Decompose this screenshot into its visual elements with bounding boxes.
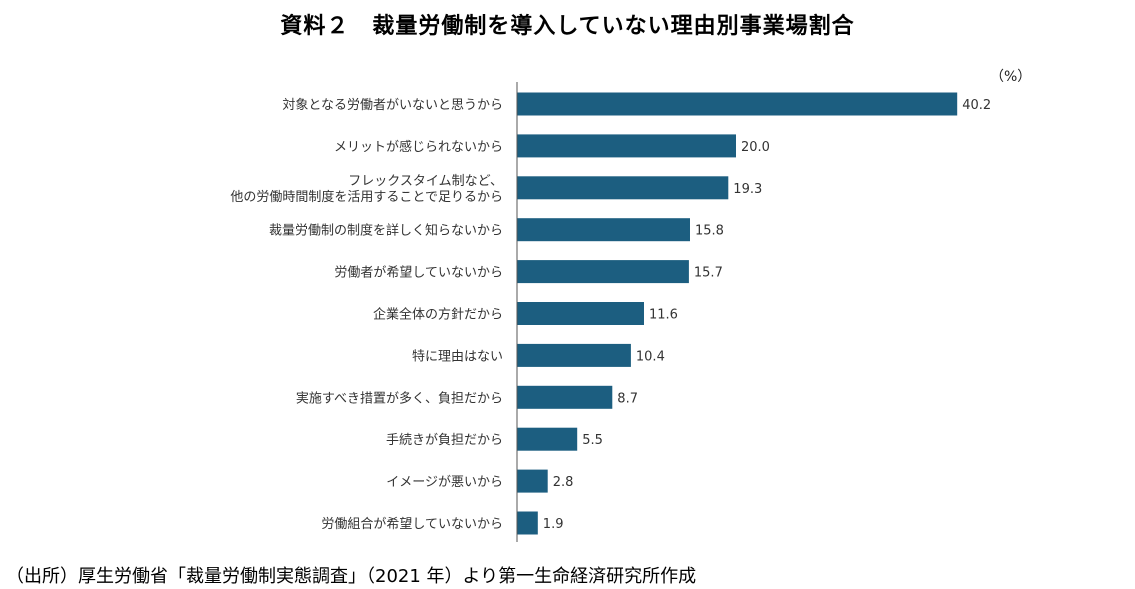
value-label-10: 1.9: [543, 517, 564, 532]
bar-chart: 対象となる労働者がいないと思うからメリットが感じられないからフレックスタイム制な…: [0, 0, 1135, 589]
bar-7: [517, 386, 612, 409]
value-label-4: 15.7: [694, 266, 723, 281]
bar-8: [517, 428, 577, 451]
category-label-line: メリットが感じられないから: [334, 139, 503, 155]
category-label-line: 対象となる労働者がいないと思うから: [282, 98, 503, 113]
category-label-9: イメージが悪いから: [386, 475, 503, 490]
category-label-line: イメージが悪いから: [386, 475, 503, 490]
category-label-line: 労働者が希望していないから: [334, 265, 503, 281]
value-label-0: 40.2: [962, 98, 991, 113]
bar-6: [517, 344, 631, 367]
category-label-6: 特に理由はない: [412, 349, 503, 364]
category-label-0: 対象となる労働者がいないと思うから: [282, 98, 503, 113]
category-label-5: 企業全体の方針だから: [373, 307, 503, 323]
bar-4: [517, 260, 689, 283]
category-label-line: 企業全体の方針だから: [373, 307, 503, 323]
value-label-2: 19.3: [733, 182, 762, 197]
category-label-line: 裁量労働制の制度を詳しく知らないから: [269, 223, 503, 239]
bar-10: [517, 512, 538, 535]
bar-9: [517, 470, 548, 493]
value-label-6: 10.4: [636, 349, 665, 364]
category-label-line: 実施すべき措置が多く、負担だから: [296, 390, 503, 406]
category-label-1: メリットが感じられないから: [334, 139, 503, 155]
category-label-7: 実施すべき措置が多く、負担だから: [296, 390, 503, 406]
bar-3: [517, 218, 690, 241]
value-label-3: 15.8: [695, 224, 724, 239]
category-label-3: 裁量労働制の制度を詳しく知らないから: [269, 223, 503, 239]
bar-2: [517, 176, 728, 199]
category-label-line: 特に理由はない: [412, 349, 503, 364]
category-label-8: 手続きが負担だから: [386, 433, 503, 448]
value-label-8: 5.5: [582, 433, 603, 448]
category-label-line: 手続きが負担だから: [386, 433, 503, 448]
value-label-7: 8.7: [617, 391, 638, 406]
bar-1: [517, 134, 736, 157]
bar-5: [517, 302, 644, 325]
source-note: （出所）厚生労働省「裁量労働制実態調査」（2021 年）より第一生命経済研究所作…: [6, 562, 696, 588]
value-label-1: 20.0: [741, 140, 770, 155]
category-label-4: 労働者が希望していないから: [334, 265, 503, 281]
category-label-line: 他の労働時間制度を活用することで足りるから: [230, 189, 503, 205]
bar-0: [517, 93, 957, 116]
category-label-line: フレックスタイム制など、: [348, 174, 503, 189]
category-label-line: 労働組合が希望していないから: [321, 516, 503, 532]
category-label-10: 労働組合が希望していないから: [321, 516, 503, 532]
value-label-5: 11.6: [649, 308, 678, 323]
value-label-9: 2.8: [553, 475, 574, 490]
bars-layer: [517, 93, 957, 535]
category-labels-layer: 対象となる労働者がいないと思うからメリットが感じられないからフレックスタイム制な…: [230, 98, 503, 532]
category-label-2: フレックスタイム制など、他の労働時間制度を活用することで足りるから: [230, 174, 503, 205]
